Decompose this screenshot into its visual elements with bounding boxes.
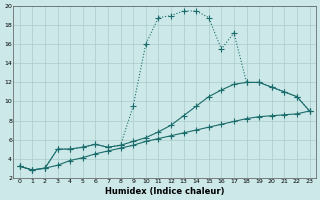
X-axis label: Humidex (Indice chaleur): Humidex (Indice chaleur) [105,187,224,196]
